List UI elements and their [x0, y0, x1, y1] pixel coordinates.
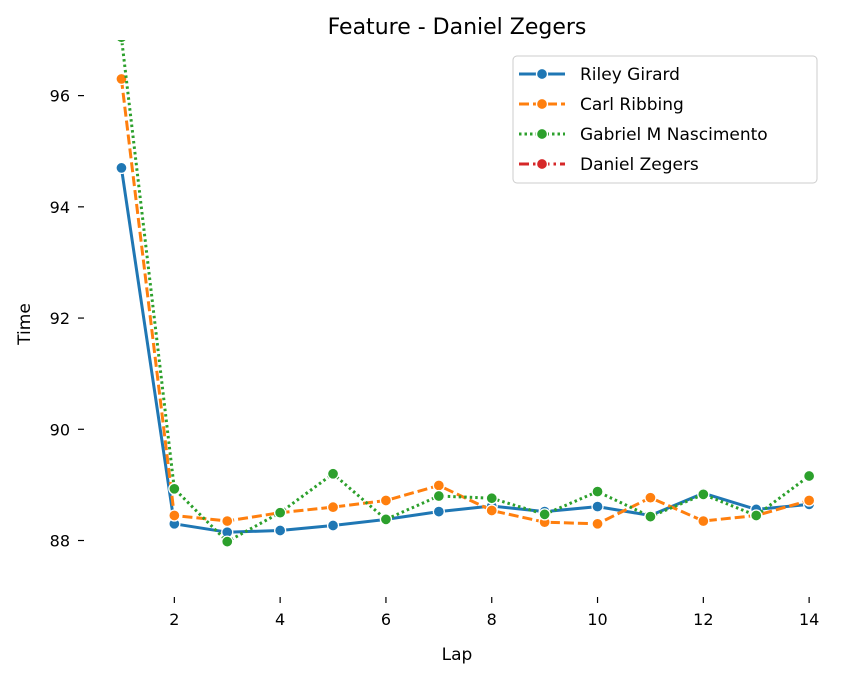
data-point: [273, 524, 287, 537]
legend-label: Daniel Zegers: [580, 155, 699, 175]
data-point: [326, 467, 340, 480]
y-tick-label: 96: [50, 87, 70, 106]
data-point: [485, 492, 498, 505]
data-point: [697, 488, 710, 501]
data-point: [326, 500, 340, 514]
legend-label: Riley Girard: [580, 65, 680, 85]
data-point: [115, 161, 128, 175]
y-axis-label: Time: [15, 303, 35, 346]
legend-item: Riley Girard: [519, 65, 680, 85]
x-tick-label: 2: [169, 610, 179, 629]
y-tick-label: 92: [50, 309, 70, 328]
chart-title: Feature - Daniel Zegers: [328, 15, 587, 40]
legend-swatch-marker: [535, 127, 549, 141]
data-point: [379, 494, 393, 507]
data-point: [485, 504, 498, 517]
data-point: [115, 40, 127, 44]
x-tick-label: 14: [799, 610, 819, 629]
legend-label: Carl Ribbing: [580, 95, 684, 115]
series-gabriel-m-nascimento: [115, 40, 816, 548]
data-point: [221, 535, 234, 548]
series-line: [120, 40, 810, 544]
data-point: [432, 479, 445, 492]
data-point: [644, 491, 657, 504]
data-point: [168, 482, 181, 495]
legend-label: Gabriel M Nascimento: [580, 125, 768, 145]
data-point: [115, 72, 128, 86]
data-point: [221, 514, 234, 528]
legend-item: Carl Ribbing: [519, 95, 684, 115]
data-point: [273, 506, 287, 519]
y-axis-ticks: 88 90 92 94 96: [50, 87, 84, 551]
data-point: [591, 517, 604, 530]
data-point: [379, 513, 393, 526]
data-point: [750, 509, 763, 522]
plot-area: [115, 40, 816, 548]
data-point: [326, 519, 340, 532]
x-tick-label: 4: [275, 610, 285, 629]
x-tick-label: 8: [487, 610, 497, 629]
data-point: [802, 494, 816, 507]
y-tick-label: 94: [50, 198, 70, 217]
x-tick-label: 12: [693, 610, 713, 629]
data-point: [802, 469, 816, 483]
series-layer: [115, 40, 816, 548]
series-line: [119, 167, 810, 534]
data-point: [432, 489, 445, 503]
x-tick-label: 6: [381, 610, 391, 629]
data-point: [591, 485, 604, 498]
y-tick-label: 88: [50, 532, 70, 551]
y-tick-label: 90: [50, 420, 70, 439]
legend-swatch-marker: [535, 157, 549, 171]
series-riley-girard: [115, 161, 816, 539]
x-axis-ticks: 2 4 6 8 10 12 14: [169, 597, 819, 629]
x-tick-label: 10: [587, 610, 607, 629]
x-axis-label: Lap: [442, 645, 473, 665]
legend-item: Gabriel M Nascimento: [519, 125, 768, 145]
data-point: [697, 514, 710, 528]
data-point: [644, 510, 657, 523]
legend: Riley Girard Carl Ribbing Gabriel M Nascim…: [512, 55, 818, 184]
legend-item: Daniel Zegers: [519, 155, 699, 175]
legend-swatch-marker: [535, 67, 549, 81]
data-point: [168, 509, 181, 522]
legend-swatch-marker: [535, 97, 549, 111]
data-point: [591, 500, 604, 513]
data-point: [538, 508, 551, 521]
data-point: [432, 505, 445, 518]
legend-box: [512, 55, 818, 184]
